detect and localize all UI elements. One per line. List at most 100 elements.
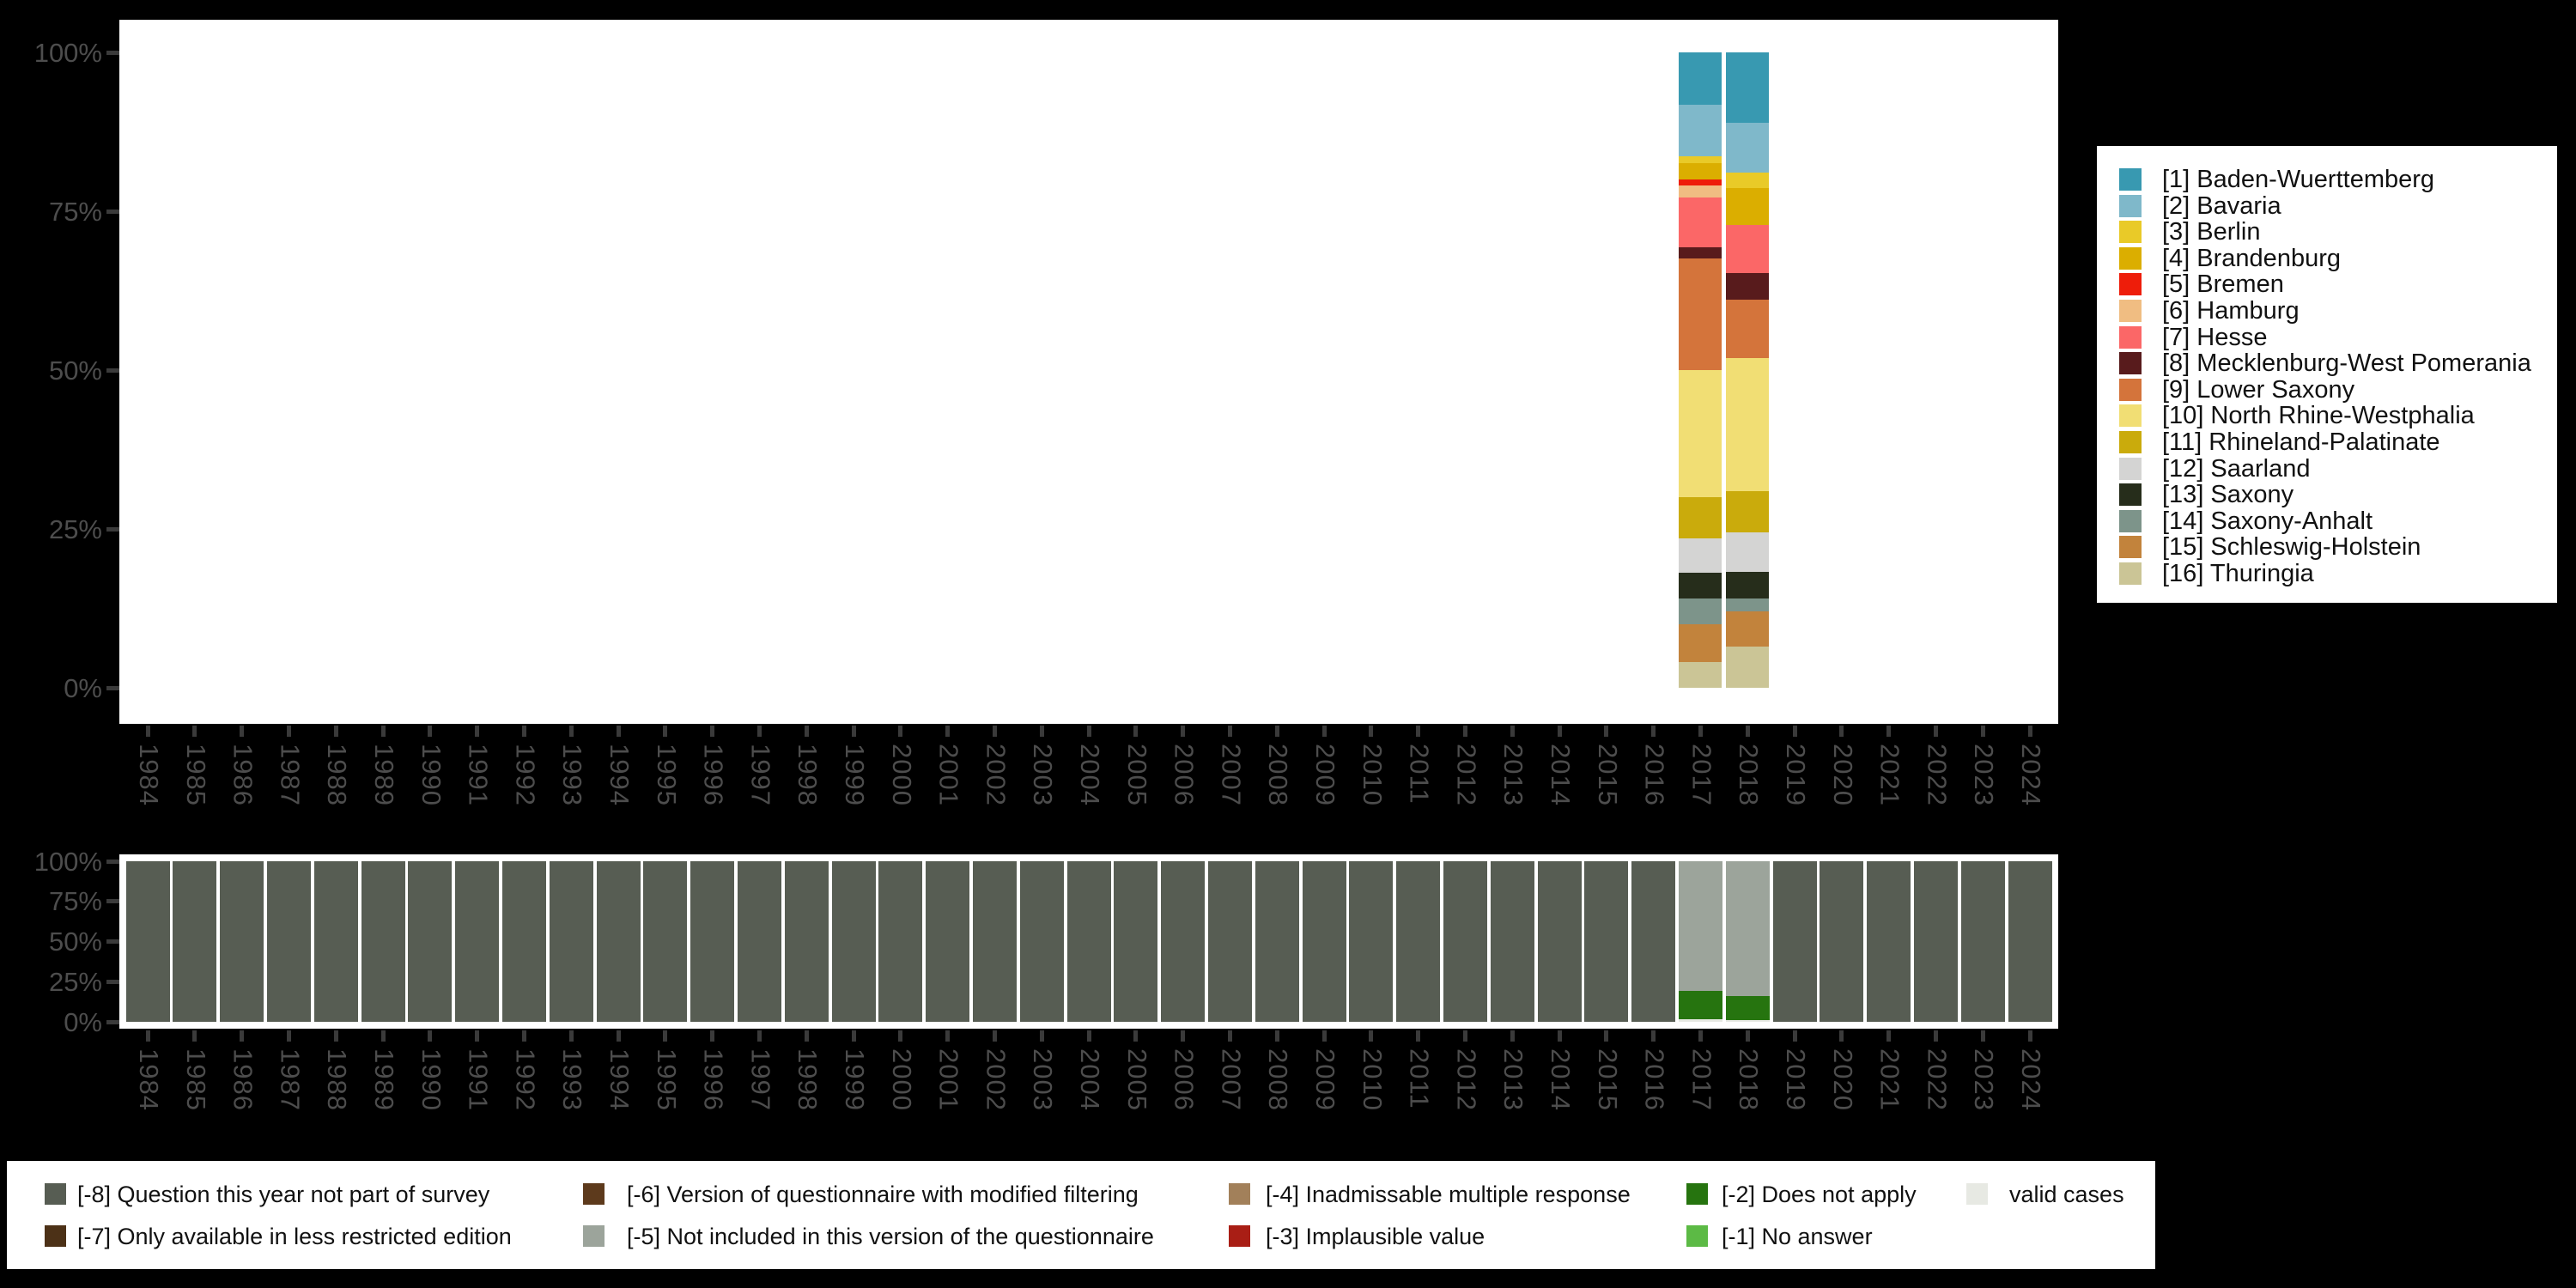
legend-label-state-9: [9] Lower Saxony: [2162, 375, 2355, 404]
bar-segment-1991--8: [455, 861, 500, 1022]
x-axis-year-label: 1985: [180, 744, 211, 806]
x-axis-tick: [1792, 1030, 1797, 1042]
legend-swatch-code--7: [45, 1225, 66, 1247]
state-distribution-plot: [119, 20, 2058, 724]
x-axis-tick: [333, 726, 338, 737]
x-axis-year-label: 1998: [793, 744, 823, 806]
legend-label-code--4: [-4] Inadmissable multiple response: [1266, 1182, 1631, 1207]
y-axis-tick-label: 100%: [33, 37, 102, 68]
bar-segment-2018--2: [1725, 996, 1770, 1021]
x-axis-year-label: 2010: [1357, 744, 1388, 806]
x-axis-tick: [1839, 726, 1844, 737]
bar-segment-2017-15: [1679, 624, 1722, 662]
x-axis-year-label: 1987: [275, 744, 306, 806]
x-axis-year-label: 1995: [651, 1048, 682, 1111]
bar-segment-2017-8: [1679, 247, 1722, 258]
x-axis-tick: [333, 1030, 338, 1042]
x-axis-year-label: 2005: [1121, 744, 1152, 806]
x-axis-year-label: 1986: [228, 744, 258, 806]
bar-segment-2018-13: [1726, 571, 1770, 599]
x-axis-year-label: 1991: [463, 1048, 494, 1111]
x-axis-year-label: 2009: [1310, 1048, 1340, 1111]
x-axis-tick: [992, 1030, 997, 1042]
x-axis-tick: [1086, 1030, 1091, 1042]
x-axis-tick: [851, 726, 856, 737]
x-axis-year-label: 2007: [1216, 744, 1247, 806]
legend-swatch-code--1: [1686, 1225, 1708, 1247]
x-axis-year-label: 2002: [981, 1048, 1012, 1111]
bar-segment-2017-9: [1679, 258, 1722, 370]
x-axis-year-label: 2018: [1734, 1048, 1765, 1111]
x-axis-tick: [1039, 1030, 1044, 1042]
x-axis-tick: [851, 1030, 856, 1042]
x-axis-tick: [192, 726, 197, 737]
x-axis-year-label: 2018: [1734, 744, 1765, 806]
x-axis-tick: [616, 1030, 621, 1042]
legend-label-state-2: [2] Bavaria: [2162, 191, 2281, 220]
x-axis-tick: [1651, 1030, 1656, 1042]
x-axis-year-label: 1992: [510, 744, 541, 806]
bar-segment-2023--8: [1960, 861, 2005, 1022]
legend-label-code--7: [-7] Only available in less restricted e…: [77, 1224, 512, 1249]
x-axis-year-label: 2013: [1498, 744, 1529, 806]
x-axis-year-label: 2008: [1263, 744, 1294, 806]
x-axis-year-label: 2005: [1121, 1048, 1152, 1111]
bar-segment-2004--8: [1066, 861, 1111, 1022]
x-axis-tick: [1651, 726, 1656, 737]
x-axis-year-label: 2011: [1404, 1048, 1435, 1109]
bar-segment-2016--8: [1631, 861, 1676, 1022]
bar-segment-2018-7: [1726, 225, 1770, 273]
x-axis-tick: [1557, 1030, 1562, 1042]
legend-swatch-state-12: [2119, 457, 2142, 480]
x-axis-year-label: 2002: [981, 744, 1012, 806]
x-axis-tick: [1133, 726, 1139, 737]
bar-segment-2003--8: [1019, 861, 1064, 1022]
legend-swatch-state-7: [2119, 325, 2142, 349]
bar-segment-2017-6: [1679, 185, 1722, 197]
x-axis-year-label: 2003: [1028, 744, 1059, 806]
bar-segment-2017-10: [1679, 370, 1722, 497]
bar-segment-2014--8: [1537, 861, 1582, 1022]
legend-swatch-state-10: [2119, 404, 2142, 428]
x-axis-tick: [992, 726, 997, 737]
x-axis-tick: [1181, 1030, 1186, 1042]
x-axis-year-label: 2019: [1781, 744, 1811, 806]
x-axis-tick: [1227, 1030, 1232, 1042]
legend-label-state-8: [8] Mecklenburg-West Pomerania: [2162, 349, 2531, 378]
x-axis-year-label: 1990: [416, 1048, 447, 1111]
legend-label-state-12: [12] Saarland: [2162, 454, 2311, 483]
x-axis-year-label: 2017: [1686, 1048, 1717, 1111]
x-axis-year-label: 2000: [886, 744, 917, 806]
y-axis-tick: [106, 979, 119, 984]
x-axis-year-label: 2022: [1922, 1048, 1953, 1111]
bar-segment-2018-8: [1726, 272, 1770, 300]
y-axis-tick-label: 50%: [48, 355, 102, 386]
x-axis-year-label: 1999: [840, 1048, 870, 1111]
bar-segment-2017-16: [1679, 661, 1722, 688]
x-axis-year-label: 2010: [1357, 1048, 1388, 1111]
x-axis-tick: [1462, 1030, 1467, 1042]
x-axis-year-label: 2020: [1827, 1048, 1858, 1111]
y-axis-tick-label: 0%: [64, 1006, 102, 1037]
x-axis-year-label: 2003: [1028, 1048, 1059, 1111]
x-axis-tick: [475, 726, 480, 737]
bar-segment-2007--8: [1207, 861, 1252, 1022]
bar-segment-2017-11: [1679, 497, 1722, 539]
x-axis-tick: [1980, 1030, 1985, 1042]
bar-segment-2018-1: [1726, 52, 1770, 124]
legend-label-state-1: [1] Baden-Wuerttemberg: [2162, 166, 2435, 193]
x-axis-tick: [1227, 726, 1232, 737]
legend-swatch-state-8: [2119, 352, 2142, 375]
x-axis-year-label: 2021: [1874, 1048, 1905, 1111]
x-axis-tick: [1604, 726, 1609, 737]
bar-segment-1996--8: [690, 861, 735, 1022]
legend-swatch-state-4: [2119, 246, 2142, 270]
x-axis-year-label: 1996: [698, 744, 729, 806]
legend-swatch-state-3: [2119, 221, 2142, 244]
legend-label-code--1: [-1] No answer: [1722, 1224, 1873, 1249]
x-axis-year-label: 1994: [605, 744, 635, 806]
y-axis-tick: [106, 526, 119, 532]
x-axis-year-label: 2004: [1075, 744, 1105, 806]
bar-segment-2018-valid: [1725, 1020, 1770, 1022]
legend-swatch-code--6: [583, 1183, 605, 1205]
